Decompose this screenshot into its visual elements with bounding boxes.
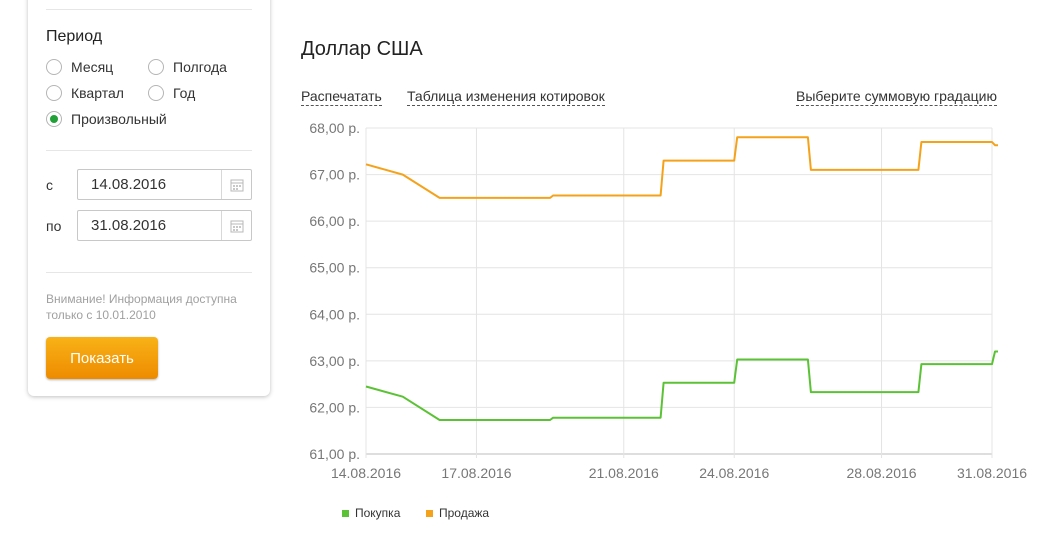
x-tick-label: 17.08.2016 — [441, 465, 511, 481]
series-line-buy — [365, 350, 998, 421]
period-title: Период — [46, 28, 103, 45]
from-label: с — [46, 177, 53, 193]
to-label: по — [46, 218, 62, 234]
show-button[interactable]: Показать — [46, 337, 158, 379]
from-date-field — [77, 169, 252, 200]
info-note: Внимание! Информация доступна только с 1… — [46, 292, 237, 322]
y-tick-label: 68,00 р. — [309, 120, 360, 136]
calendar-icon[interactable] — [221, 211, 251, 240]
x-tick-label: 31.08.2016 — [957, 465, 1027, 481]
y-tick-label: 66,00 р. — [309, 213, 360, 229]
radio-half-year[interactable]: Полгода — [148, 59, 227, 75]
y-tick-label: 61,00 р. — [309, 446, 360, 462]
radio-circle-selected[interactable] — [46, 111, 62, 127]
y-tick-label: 65,00 р. — [309, 260, 360, 276]
radio-circle[interactable] — [46, 85, 62, 101]
radio-circle[interactable] — [148, 85, 164, 101]
divider — [46, 272, 252, 273]
exchange-rate-chart: 68,00 р. 67,00 р. 66,00 р. 65,00 р. 64,00 р.… — [309, 120, 1027, 481]
x-tick-label: 28.08.2016 — [846, 465, 916, 481]
to-date-field — [77, 210, 252, 241]
legend-sell: Продажа — [426, 506, 489, 520]
x-tick-label: 14.08.2016 — [331, 465, 401, 481]
radio-quarter[interactable]: Квартал — [46, 85, 124, 101]
to-date-input[interactable] — [78, 211, 221, 240]
radio-year[interactable]: Год — [148, 85, 195, 101]
x-tick-label: 21.08.2016 — [589, 465, 659, 481]
radio-label: Полгода — [173, 59, 227, 75]
print-link[interactable]: Распечатать — [301, 88, 382, 106]
y-tick-label: 62,00 р. — [309, 399, 360, 415]
gradation-link[interactable]: Выберите суммовую градацию — [796, 88, 997, 106]
radio-label: Произвольный — [71, 111, 167, 127]
calendar-icon[interactable] — [221, 170, 251, 199]
divider — [46, 150, 252, 151]
from-date-input[interactable] — [78, 170, 221, 199]
radio-month[interactable]: Месяц — [46, 59, 113, 75]
radio-circle[interactable] — [46, 59, 62, 75]
legend-buy: Покупка — [342, 506, 400, 520]
radio-label: Месяц — [71, 59, 114, 75]
legend-sell-label: Продажа — [439, 506, 490, 520]
radio-label: Год — [173, 85, 196, 101]
x-tick-label: 24.08.2016 — [699, 465, 769, 481]
divider — [46, 9, 252, 10]
radio-custom[interactable]: Произвольный — [46, 111, 167, 127]
filter-panel: Период Месяц Полгода Квартал Год Произво… — [28, 0, 270, 396]
page-title: Доллар США — [301, 38, 423, 60]
radio-label: Квартал — [71, 85, 124, 101]
series-line-sell — [365, 136, 998, 199]
radio-circle[interactable] — [148, 59, 164, 75]
quotes-table-link[interactable]: Таблица изменения котировок — [407, 88, 605, 106]
y-tick-label: 64,00 р. — [309, 306, 360, 322]
legend-buy-swatch — [342, 509, 349, 517]
y-tick-label: 67,00 р. — [309, 167, 360, 183]
legend-buy-label: Покупка — [355, 506, 401, 520]
y-tick-label: 63,00 р. — [309, 353, 360, 369]
legend-sell-swatch — [426, 509, 433, 517]
